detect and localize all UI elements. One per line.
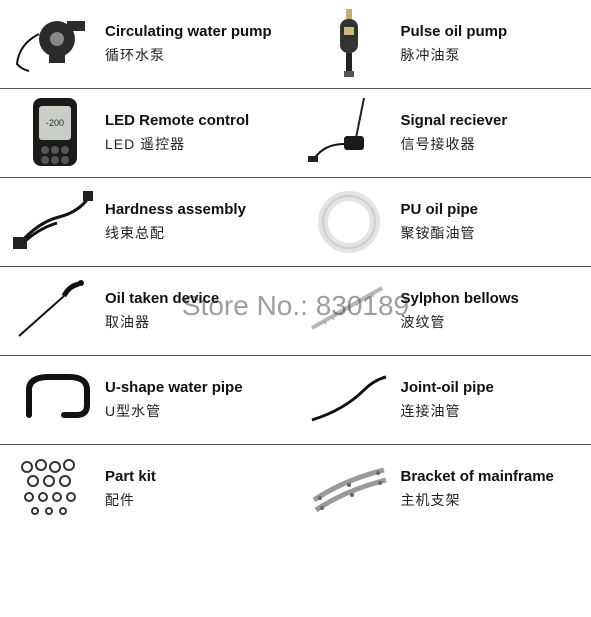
en-label: LED Remote control: [105, 112, 249, 131]
labels-circ-pump: Circulating water pump 循环水泵: [101, 23, 272, 66]
cell-pulse-oil: Pulse oil pump 脉冲油泵: [296, 0, 591, 89]
sylphon-icon: [302, 275, 397, 347]
u-pipe-icon: [6, 364, 101, 436]
en-label: Hardness assembly: [105, 201, 246, 220]
labels-u-pipe: U-shape water pipe U型水管: [101, 379, 243, 422]
labels-led-remote: LED Remote control LED 遥控器: [101, 112, 249, 155]
cn-label: 信号接收器: [401, 134, 508, 154]
labels-part-kit: Part kit 配件: [101, 468, 156, 511]
en-label: Oil taken device: [105, 290, 219, 309]
labels-signal-rx: Signal reciever 信号接收器: [397, 112, 508, 155]
en-label: Sylphon bellows: [401, 290, 519, 309]
cn-label: U型水管: [105, 401, 243, 421]
labels-hardness: Hardness assembly 线束总配: [101, 201, 246, 244]
cn-label: 配件: [105, 490, 156, 510]
cell-sylphon: Sylphon bellows 波纹管: [296, 267, 591, 356]
hardness-icon: [6, 186, 101, 258]
cell-circ-pump: Circulating water pump 循环水泵: [0, 0, 296, 89]
cn-label: 循环水泵: [105, 45, 272, 65]
labels-bracket: Bracket of mainframe 主机支架: [397, 468, 554, 511]
cell-oil-taken: Oil taken device 取油器: [0, 267, 296, 356]
labels-joint-oil: Joint-oil pipe 连接油管: [397, 379, 494, 422]
cell-part-kit: Part kit 配件: [0, 445, 296, 533]
labels-pulse-oil: Pulse oil pump 脉冲油泵: [397, 23, 508, 66]
en-label: PU oil pipe: [401, 201, 479, 220]
oil-taken-icon: [6, 275, 101, 347]
circ-pump-icon: [6, 8, 101, 80]
cn-label: 取油器: [105, 312, 219, 332]
en-label: Pulse oil pump: [401, 23, 508, 42]
cn-label: LED 遥控器: [105, 134, 249, 154]
cell-pu-pipe: PU oil pipe 聚铵酯油管: [296, 178, 591, 267]
cn-label: 线束总配: [105, 223, 246, 243]
en-label: Signal reciever: [401, 112, 508, 131]
cell-joint-oil: Joint-oil pipe 连接油管: [296, 356, 591, 445]
en-label: Joint-oil pipe: [401, 379, 494, 398]
cell-signal-rx: Signal reciever 信号接收器: [296, 89, 591, 178]
joint-oil-icon: [302, 364, 397, 436]
led-remote-icon: -200: [6, 97, 101, 169]
cell-led-remote: -200 LED Remote control LED 遥控器: [0, 89, 296, 178]
pulse-oil-icon: [302, 8, 397, 80]
cn-label: 脉冲油泵: [401, 45, 508, 65]
en-label: Circulating water pump: [105, 23, 272, 42]
en-label: Bracket of mainframe: [401, 468, 554, 487]
bracket-icon: [302, 453, 397, 525]
part-kit-icon: [6, 453, 101, 525]
en-label: U-shape water pipe: [105, 379, 243, 398]
signal-rx-icon: [302, 97, 397, 169]
cn-label: 聚铵酯油管: [401, 223, 479, 243]
parts-grid: Circulating water pump 循环水泵 Pulse oil pu…: [0, 0, 591, 533]
labels-oil-taken: Oil taken device 取油器: [101, 290, 219, 333]
svg-text:-200: -200: [45, 118, 63, 128]
labels-pu-pipe: PU oil pipe 聚铵酯油管: [397, 201, 479, 244]
cn-label: 波纹管: [401, 312, 519, 332]
cell-bracket: Bracket of mainframe 主机支架: [296, 445, 591, 533]
cn-label: 连接油管: [401, 401, 494, 421]
cell-hardness: Hardness assembly 线束总配: [0, 178, 296, 267]
en-label: Part kit: [105, 468, 156, 487]
pu-pipe-icon: [302, 186, 397, 258]
labels-sylphon: Sylphon bellows 波纹管: [397, 290, 519, 333]
cell-u-pipe: U-shape water pipe U型水管: [0, 356, 296, 445]
cn-label: 主机支架: [401, 490, 554, 510]
